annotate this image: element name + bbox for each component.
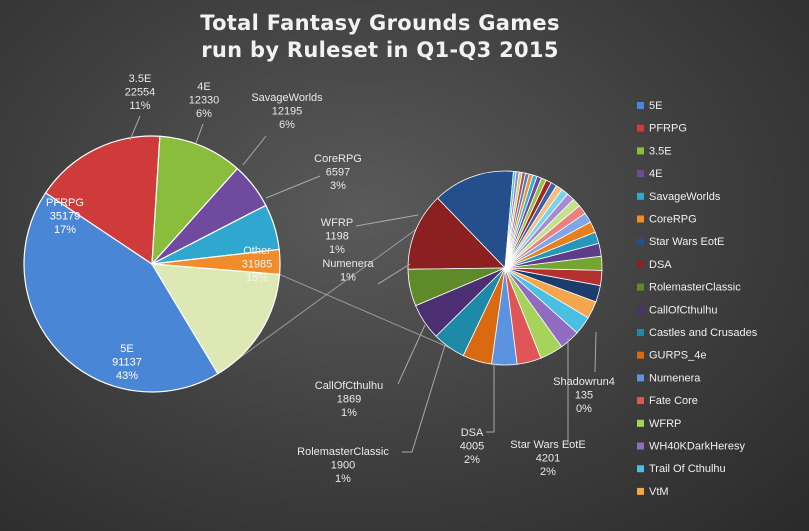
legend-label: GURPS_4e <box>649 350 706 362</box>
legend-swatch <box>637 215 644 223</box>
main-slice-pfrpg <box>44 135 161 266</box>
legend-swatch <box>637 260 644 268</box>
chart-title: Total Fantasy Grounds Games run by Rules… <box>120 10 640 64</box>
legend-label: Castles and Crusades <box>649 327 758 339</box>
legend-swatch <box>637 419 644 427</box>
leader-dsa <box>486 362 495 433</box>
legend-swatch <box>637 306 644 314</box>
legend-swatch <box>637 374 644 382</box>
label-4e: 4E 12330 6% <box>189 81 220 120</box>
legend-swatch <box>637 283 644 291</box>
legend-label: 5E <box>649 100 662 112</box>
label-numenera: Numenera 1% <box>322 258 374 284</box>
secondary-slice-star-wars-eote <box>437 170 514 269</box>
legend-item-4e: 4E <box>637 168 662 180</box>
legend-label: VtM <box>649 486 669 498</box>
legend-swatch <box>637 124 644 132</box>
secondary-slice-shadowrun4 <box>504 170 517 269</box>
legend-swatch <box>637 442 644 450</box>
legend-item-corerpg: CoreRPG <box>637 214 697 226</box>
legend: 5E PFRPG 3.5E 4E SavageWorlds CoreRPG Star War… <box>637 100 758 498</box>
label-savageworlds: SavageWorlds 12195 6% <box>251 92 323 131</box>
label-dsa: DSA 4005 2% <box>460 427 484 466</box>
main-slice-3-5e <box>151 135 239 266</box>
legend-label: WH40KDarkHeresy <box>649 441 745 453</box>
legend-item-5e: 5E <box>637 100 662 112</box>
label-pfrpg: PFRPG 35179 17% <box>46 197 84 236</box>
leader-savageworlds <box>242 135 267 166</box>
legend-item-numenera: Numenera <box>637 372 701 384</box>
main-slice-5e <box>23 192 219 393</box>
label-star-wars-eote: Star Wars EotE 4201 2% <box>510 439 585 478</box>
label-5e: 5E 91137 43% <box>112 343 142 382</box>
legend-swatch <box>637 192 644 200</box>
label-3-5e: 3.5E 22554 11% <box>125 73 156 112</box>
legend-label: DSA <box>649 259 672 271</box>
chart-title-line-1: Total Fantasy Grounds Games <box>200 11 560 35</box>
legend-swatch <box>637 147 644 155</box>
legend-item-star-wars-eote: Star Wars EotE <box>637 236 724 248</box>
legend-swatch <box>637 465 644 473</box>
leader-corerpg <box>265 175 321 199</box>
leader-3-5e <box>129 115 141 141</box>
label-wfrp: WFRP 1198 1% <box>321 217 353 256</box>
legend-label: CallOfCthulhu <box>649 304 717 316</box>
legend-item-trail-of-cthulhu: Trail Of Cthulhu <box>637 463 726 475</box>
legend-label: CoreRPG <box>649 214 697 226</box>
leader-rolemasterclassic <box>402 344 446 453</box>
legend-swatch <box>637 487 644 495</box>
legend-label: Fate Core <box>649 395 698 407</box>
secondary-slice-dsa <box>407 197 506 270</box>
legend-item-wh40kdarkheresy: WH40KDarkHeresy <box>637 441 745 453</box>
legend-label: PFRPG <box>649 123 687 135</box>
legend-item-dsa: DSA <box>637 259 672 271</box>
legend-swatch <box>637 351 644 359</box>
legend-label: WFRP <box>649 418 681 430</box>
legend-label: RolemasterClassic <box>649 282 741 294</box>
legend-item-pfrpg: PFRPG <box>637 123 687 135</box>
legend-item-castles-and-crusades: Castles and Crusades <box>637 327 758 339</box>
leader-lines <box>129 115 597 453</box>
legend-label: Star Wars EotE <box>649 236 724 248</box>
legend-label: SavageWorlds <box>649 191 721 203</box>
data-labels: 5E 91137 43% PFRPG 35179 17% Other 31985 15% 3.5E… <box>46 73 615 485</box>
secondary-pie <box>407 170 603 366</box>
main-slice-other <box>150 263 281 375</box>
legend-item-3-5e: 3.5E <box>637 145 672 157</box>
legend-item-fate-core: Fate Core <box>637 395 698 407</box>
label-callofcthulhu: CallOfCthulhu 1869 1% <box>315 380 383 419</box>
legend-swatch <box>637 102 644 109</box>
legend-item-wfrp: WFRP <box>637 418 681 430</box>
label-other: Other 31985 15% <box>242 245 273 284</box>
legend-item-rolemasterclassic: RolemasterClassic <box>637 282 741 294</box>
legend-label: Trail Of Cthulhu <box>649 463 726 475</box>
label-corerpg: CoreRPG 6597 3% <box>314 153 362 192</box>
legend-label: 3.5E <box>649 145 672 157</box>
leader-4e <box>195 123 204 144</box>
legend-swatch <box>637 329 644 336</box>
legend-label: 4E <box>649 168 662 180</box>
leader-wfrp <box>355 214 419 227</box>
legend-label: Numenera <box>649 372 701 384</box>
chart-title-line-2: run by Ruleset in Q1-Q3 2015 <box>201 38 559 62</box>
legend-item-vtm: VtM <box>637 486 669 498</box>
leader-callofcthulhu <box>397 324 426 385</box>
leader-numenera <box>377 263 411 285</box>
legend-item-callofcthulhu: CallOfCthulhu <box>637 304 717 316</box>
legend-swatch <box>637 397 644 405</box>
legend-item-savageworlds: SavageWorlds <box>637 191 721 203</box>
legend-swatch <box>637 238 644 246</box>
label-rolemasterclassic: RolemasterClassic 1900 1% <box>297 446 389 485</box>
main-pie <box>23 135 281 393</box>
legend-item-gurps-4e: GURPS_4e <box>637 350 706 362</box>
label-shadowrun4: Shadowrun4 135 0% <box>553 376 615 415</box>
legend-swatch <box>637 170 644 178</box>
leader-shadowrun4 <box>594 331 597 373</box>
